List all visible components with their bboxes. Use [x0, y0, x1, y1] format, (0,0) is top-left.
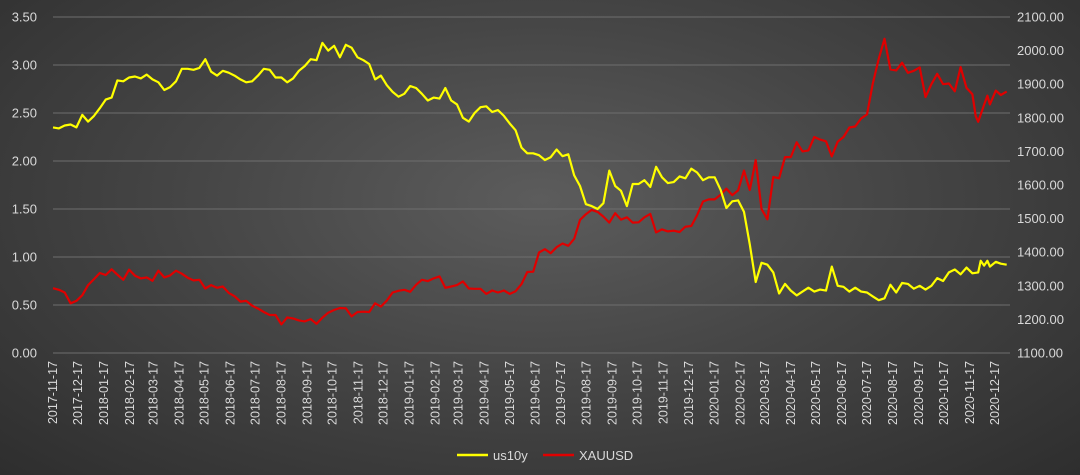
- x-tick-label: 2019-12-17: [682, 361, 696, 425]
- left-y-tick-label: 2.00: [12, 154, 37, 169]
- gridlines: [53, 16, 1010, 354]
- x-tick-label: 2018-11-17: [351, 361, 365, 424]
- x-tick-label: 2020-03-17: [758, 361, 772, 425]
- x-tick-label: 2019-05-17: [503, 361, 517, 425]
- x-tick-label: 2019-03-17: [452, 361, 466, 425]
- right-y-tick-label: 1300.00: [1017, 278, 1064, 293]
- x-tick-label: 2020-09-17: [912, 361, 926, 425]
- right-y-tick-label: 1200.00: [1017, 312, 1064, 327]
- x-tick-label: 2018-06-17: [223, 361, 237, 425]
- x-tick-label: 2020-08-17: [886, 361, 900, 425]
- left-y-tick-label: 1.50: [12, 202, 37, 217]
- x-tick-label: 2020-11-17: [963, 361, 977, 424]
- x-axis: 2017-11-17 2017-12-17 2018-01-17 2018-02-17…: [46, 361, 1002, 425]
- right-y-tick-label: 1400.00: [1017, 245, 1064, 260]
- x-tick-label: 2019-07-17: [554, 361, 568, 425]
- right-y-tick-label: 1800.00: [1017, 110, 1064, 125]
- right-y-tick-label: 1600.00: [1017, 178, 1064, 193]
- x-tick-label: 2019-02-17: [428, 361, 442, 425]
- x-tick-label: 2020-02-17: [734, 361, 748, 425]
- x-tick-label: 2018-12-17: [376, 361, 390, 425]
- right-y-axis: 1100.00 1200.00 1300.00 1400.00 1500.00 1600.…: [1017, 10, 1064, 361]
- right-y-tick-label: 2100.00: [1017, 10, 1064, 25]
- x-tick-label: 2017-12-17: [71, 361, 85, 425]
- x-tick-label: 2020-07-17: [860, 361, 874, 425]
- x-tick-label: 2019-09-17: [606, 361, 620, 425]
- x-tick-label: 2018-03-17: [146, 361, 160, 425]
- x-tick-label: 2020-05-17: [809, 361, 823, 425]
- x-tick-label: 2017-11-17: [46, 361, 60, 424]
- series-line-us10y: [52, 41, 1007, 302]
- x-tick-label: 2019-10-17: [631, 361, 645, 425]
- series-lines: [52, 37, 1008, 326]
- legend: us10y XAUUSD: [457, 448, 633, 463]
- x-tick-label: 2020-10-17: [937, 361, 951, 425]
- x-tick-label: 2020-04-17: [784, 361, 798, 425]
- left-y-tick-label: 2.50: [12, 106, 37, 121]
- series-line-xauusd: [52, 37, 1008, 326]
- left-y-tick-label: 0.50: [12, 298, 37, 313]
- left-y-tick-label: 1.00: [12, 250, 37, 265]
- x-tick-label: 2018-05-17: [197, 361, 211, 425]
- left-y-tick-label: 3.00: [12, 58, 37, 73]
- x-tick-label: 2018-08-17: [274, 361, 288, 425]
- x-tick-label: 2020-06-17: [835, 361, 849, 425]
- right-y-tick-label: 2000.00: [1017, 43, 1064, 58]
- x-tick-label: 2018-02-17: [123, 361, 137, 425]
- x-tick-label: 2020-01-17: [708, 361, 722, 425]
- x-tick-label: 2020-12-17: [988, 361, 1002, 425]
- x-tick-label: 2018-10-17: [325, 361, 339, 425]
- x-tick-label: 2019-06-17: [529, 361, 543, 425]
- left-y-tick-label: 3.50: [12, 10, 37, 25]
- left-y-axis: 0.00 0.50 1.00 1.50 2.00 2.50 3.00 3.50: [12, 10, 37, 361]
- right-y-tick-label: 1900.00: [1017, 77, 1064, 92]
- x-tick-label: 2018-01-17: [97, 361, 111, 425]
- x-tick-label: 2019-04-17: [478, 361, 492, 425]
- legend-label-xauusd: XAUUSD: [579, 448, 633, 463]
- legend-label-us10y: us10y: [493, 448, 528, 463]
- right-y-tick-label: 1500.00: [1017, 211, 1064, 226]
- x-tick-label: 2018-07-17: [248, 361, 262, 425]
- right-y-tick-label: 1700.00: [1017, 144, 1064, 159]
- x-tick-label: 2019-11-17: [657, 361, 671, 424]
- x-tick-label: 2018-04-17: [172, 361, 186, 425]
- x-tick-label: 2019-08-17: [580, 361, 594, 425]
- x-tick-label: 2019-01-17: [402, 361, 416, 425]
- x-tick-label: 2018-09-17: [300, 361, 314, 425]
- right-y-tick-label: 1100.00: [1017, 346, 1063, 361]
- left-y-tick-label: 0.00: [12, 346, 37, 361]
